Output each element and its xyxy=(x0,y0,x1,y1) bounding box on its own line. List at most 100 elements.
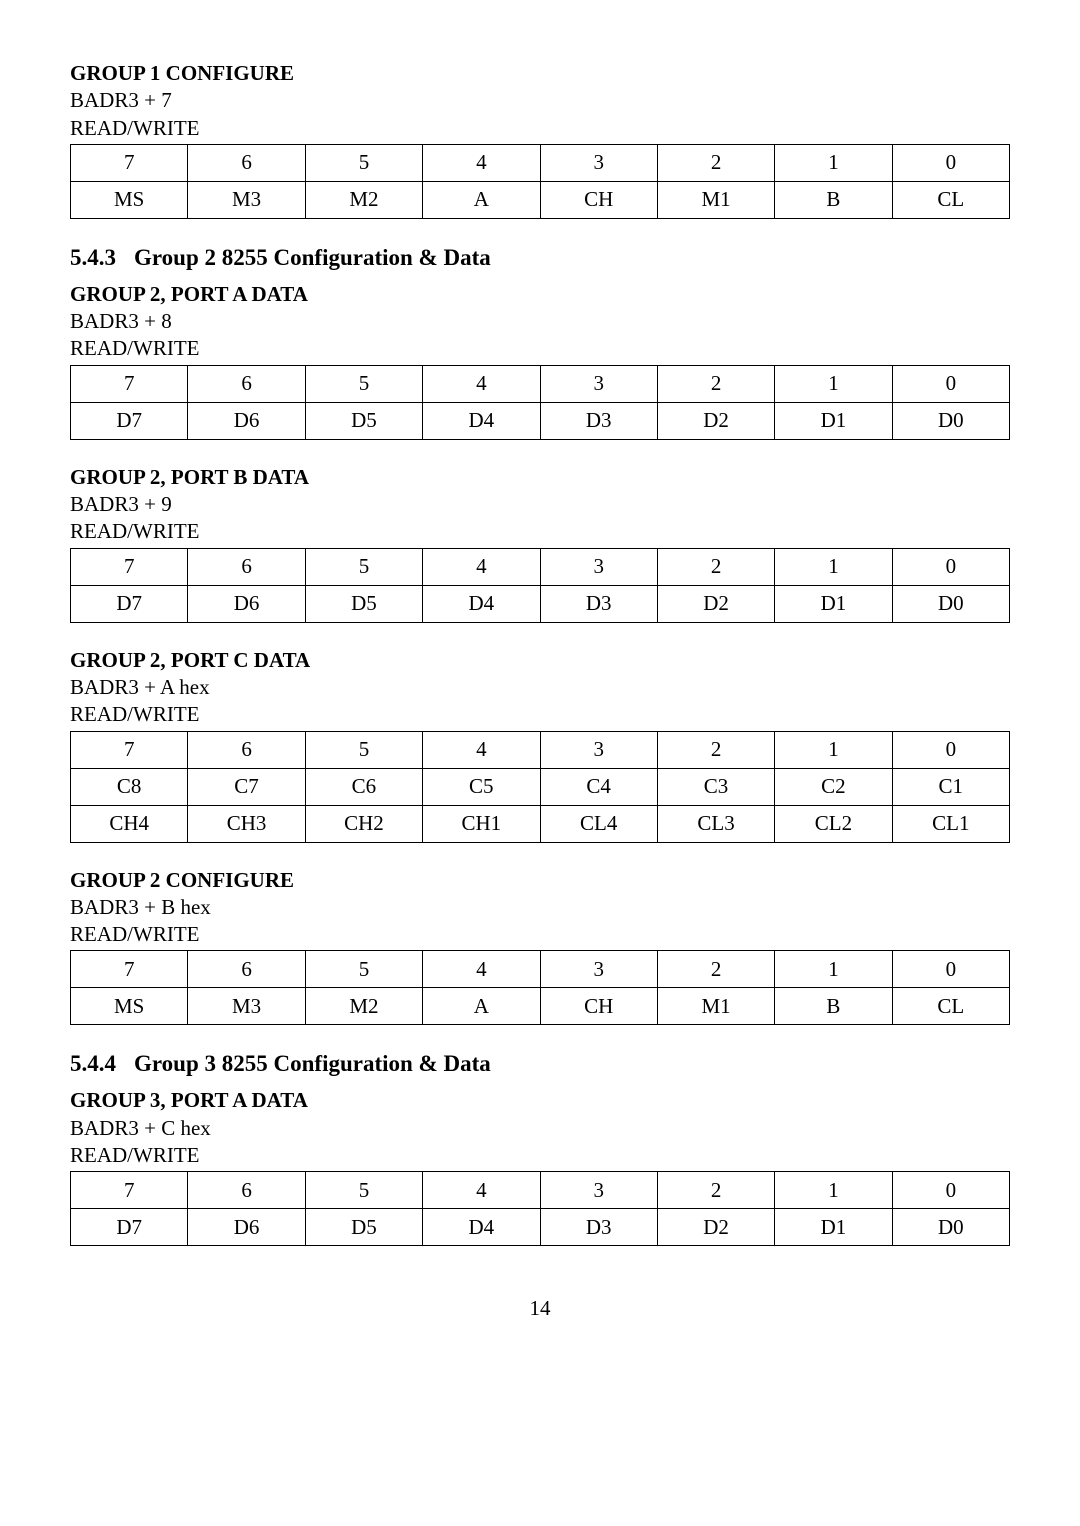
bit-cell: CL xyxy=(892,988,1009,1025)
bit-cell: C1 xyxy=(892,768,1009,805)
bit-cell: D6 xyxy=(188,585,305,622)
bit-cell: CH4 xyxy=(71,805,188,842)
subsection-heading: 5.4.3Group 2 8255 Configuration & Data xyxy=(70,245,1010,271)
bit-cell: D0 xyxy=(892,585,1009,622)
bit-cell: CH xyxy=(540,988,657,1025)
bit-cell: CH3 xyxy=(188,805,305,842)
register-section: GROUP 2 CONFIGUREBADR3 + B hexREAD/WRITE… xyxy=(70,867,1010,1026)
bit-cell: CH1 xyxy=(423,805,540,842)
bit-cell: M2 xyxy=(305,988,422,1025)
register-title: GROUP 1 CONFIGURE xyxy=(70,60,1010,87)
register-address: BADR3 + B hex xyxy=(70,894,1010,921)
bit-cell: 6 xyxy=(188,548,305,585)
bit-cell: 0 xyxy=(892,548,1009,585)
bit-cell: C7 xyxy=(188,768,305,805)
bit-cell: 0 xyxy=(892,365,1009,402)
bit-cell: 3 xyxy=(540,144,657,181)
bit-cell: 3 xyxy=(540,365,657,402)
register-title: GROUP 2, PORT B DATA xyxy=(70,464,1010,491)
register-section: GROUP 1 CONFIGUREBADR3 + 7READ/WRITE7654… xyxy=(70,60,1010,219)
bit-cell: D5 xyxy=(305,585,422,622)
bit-table: 76543210D7D6D5D4D3D2D1D0 xyxy=(70,365,1010,440)
register-rw: READ/WRITE xyxy=(70,115,1010,142)
register-address: BADR3 + C hex xyxy=(70,1115,1010,1142)
bit-table: 76543210D7D6D5D4D3D2D1D0 xyxy=(70,1171,1010,1246)
bit-cell: C8 xyxy=(71,768,188,805)
bit-cell: 5 xyxy=(305,1172,422,1209)
bit-cell: D2 xyxy=(657,585,774,622)
bit-cell: 7 xyxy=(71,365,188,402)
bit-cell: 1 xyxy=(775,951,892,988)
bit-cell: 7 xyxy=(71,144,188,181)
bit-cell: 3 xyxy=(540,548,657,585)
bit-cell: C6 xyxy=(305,768,422,805)
bit-cell: CL1 xyxy=(892,805,1009,842)
bit-cell: 0 xyxy=(892,1172,1009,1209)
bit-cell: C2 xyxy=(775,768,892,805)
register-address: BADR3 + 8 xyxy=(70,308,1010,335)
bit-cell: D1 xyxy=(775,1209,892,1246)
register-title: GROUP 2, PORT A DATA xyxy=(70,281,1010,308)
bit-cell: 6 xyxy=(188,1172,305,1209)
bit-cell: D7 xyxy=(71,585,188,622)
bit-cell: 5 xyxy=(305,144,422,181)
register-section: GROUP 2, PORT B DATABADR3 + 9READ/WRITE7… xyxy=(70,464,1010,623)
bit-cell: CH2 xyxy=(305,805,422,842)
bit-cell: MS xyxy=(71,988,188,1025)
bit-cell: C3 xyxy=(657,768,774,805)
register-title: GROUP 2 CONFIGURE xyxy=(70,867,1010,894)
bit-cell: 1 xyxy=(775,365,892,402)
bit-cell: 6 xyxy=(188,144,305,181)
bit-cell: 6 xyxy=(188,731,305,768)
bit-cell: A xyxy=(423,988,540,1025)
bit-cell: 0 xyxy=(892,951,1009,988)
bit-cell: 0 xyxy=(892,731,1009,768)
bit-table: 76543210D7D6D5D4D3D2D1D0 xyxy=(70,548,1010,623)
bit-cell: D4 xyxy=(423,585,540,622)
register-address: BADR3 + 9 xyxy=(70,491,1010,518)
bit-cell: 4 xyxy=(423,365,540,402)
bit-cell: CL2 xyxy=(775,805,892,842)
bit-cell: D1 xyxy=(775,585,892,622)
bit-cell: 4 xyxy=(423,731,540,768)
bit-cell: CH xyxy=(540,181,657,218)
bit-cell: 4 xyxy=(423,951,540,988)
bit-cell: 1 xyxy=(775,731,892,768)
register-rw: READ/WRITE xyxy=(70,1142,1010,1169)
bit-cell: D2 xyxy=(657,402,774,439)
bit-cell: M1 xyxy=(657,988,774,1025)
bit-cell: 2 xyxy=(657,731,774,768)
bit-cell: 1 xyxy=(775,144,892,181)
bit-cell: 2 xyxy=(657,951,774,988)
bit-cell: D3 xyxy=(540,1209,657,1246)
bit-cell: 7 xyxy=(71,548,188,585)
bit-cell: 5 xyxy=(305,548,422,585)
bit-cell: CL xyxy=(892,181,1009,218)
bit-cell: D5 xyxy=(305,1209,422,1246)
bit-cell: 2 xyxy=(657,1172,774,1209)
bit-cell: D0 xyxy=(892,1209,1009,1246)
register-title: GROUP 3, PORT A DATA xyxy=(70,1087,1010,1114)
bit-cell: D6 xyxy=(188,402,305,439)
bit-cell: 5 xyxy=(305,365,422,402)
bit-cell: 1 xyxy=(775,1172,892,1209)
bit-cell: B xyxy=(775,988,892,1025)
bit-cell: 3 xyxy=(540,951,657,988)
register-section: GROUP 2, PORT C DATABADR3 + A hexREAD/WR… xyxy=(70,647,1010,843)
bit-table: 76543210C8C7C6C5C4C3C2C1CH4CH3CH2CH1CL4C… xyxy=(70,731,1010,843)
bit-cell: M3 xyxy=(188,988,305,1025)
bit-cell: MS xyxy=(71,181,188,218)
bit-cell: 2 xyxy=(657,144,774,181)
register-address: BADR3 + A hex xyxy=(70,674,1010,701)
subsection-heading: 5.4.4Group 3 8255 Configuration & Data xyxy=(70,1051,1010,1077)
bit-cell: 4 xyxy=(423,1172,540,1209)
bit-cell: 4 xyxy=(423,548,540,585)
bit-cell: D5 xyxy=(305,402,422,439)
bit-cell: 6 xyxy=(188,365,305,402)
register-rw: READ/WRITE xyxy=(70,921,1010,948)
bit-cell: D3 xyxy=(540,585,657,622)
bit-cell: D6 xyxy=(188,1209,305,1246)
bit-cell: D1 xyxy=(775,402,892,439)
register-section: GROUP 3, PORT A DATABADR3 + C hexREAD/WR… xyxy=(70,1087,1010,1246)
bit-cell: D4 xyxy=(423,1209,540,1246)
